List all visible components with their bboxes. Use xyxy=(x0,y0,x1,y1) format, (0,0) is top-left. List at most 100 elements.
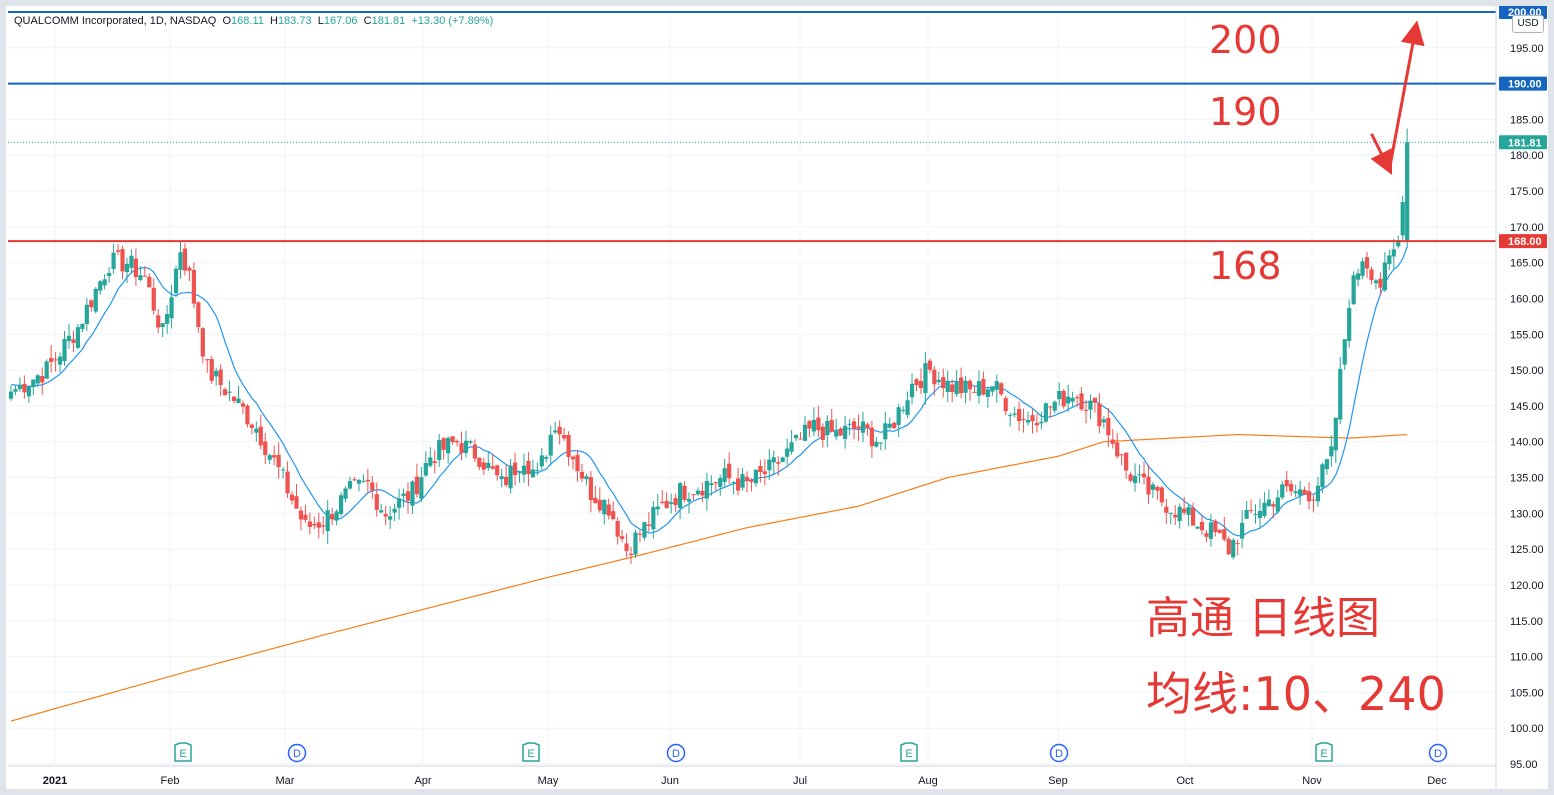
candle[interactable] xyxy=(178,240,183,279)
candle[interactable] xyxy=(1311,494,1316,513)
candle[interactable] xyxy=(602,499,607,525)
candle[interactable] xyxy=(883,411,888,450)
candle[interactable] xyxy=(700,482,705,503)
candle[interactable] xyxy=(499,468,504,488)
candle[interactable] xyxy=(196,301,201,333)
candle[interactable] xyxy=(35,374,40,388)
candle[interactable] xyxy=(401,488,406,508)
candle[interactable] xyxy=(1289,480,1294,496)
candle[interactable] xyxy=(156,308,161,334)
candle[interactable] xyxy=(1262,492,1267,519)
candle[interactable] xyxy=(673,493,678,512)
candle[interactable] xyxy=(1271,501,1276,519)
candle[interactable] xyxy=(1387,249,1392,270)
candle[interactable] xyxy=(477,457,482,470)
candle[interactable] xyxy=(459,431,464,461)
candle[interactable] xyxy=(321,516,326,535)
candle[interactable] xyxy=(298,506,304,531)
candle[interactable] xyxy=(1257,498,1263,530)
candle[interactable] xyxy=(1092,397,1098,413)
candle[interactable] xyxy=(1074,394,1080,407)
candle[interactable] xyxy=(753,469,759,487)
candle[interactable] xyxy=(405,482,411,514)
candle[interactable] xyxy=(892,421,897,429)
dividend-marker[interactable]: D xyxy=(287,743,307,763)
candle[interactable] xyxy=(80,323,85,333)
candle[interactable] xyxy=(744,471,750,493)
candle[interactable] xyxy=(419,467,424,503)
candle[interactable] xyxy=(89,299,94,312)
candle[interactable] xyxy=(771,450,776,476)
candle[interactable] xyxy=(1293,484,1298,498)
candle[interactable] xyxy=(495,464,500,481)
candle[interactable] xyxy=(209,355,214,384)
candle[interactable] xyxy=(562,427,567,441)
candle[interactable] xyxy=(115,244,121,256)
candle[interactable] xyxy=(347,476,353,490)
candle[interactable] xyxy=(133,248,138,286)
candle[interactable] xyxy=(151,278,156,315)
candle[interactable] xyxy=(1150,482,1156,499)
candle[interactable] xyxy=(352,476,357,482)
candle[interactable] xyxy=(84,297,89,331)
candle[interactable] xyxy=(169,284,174,329)
candle[interactable] xyxy=(17,377,23,392)
candle[interactable] xyxy=(508,459,513,494)
candle[interactable] xyxy=(1213,519,1218,537)
candle[interactable] xyxy=(709,475,714,496)
candle[interactable] xyxy=(1048,405,1053,419)
candle[interactable] xyxy=(530,459,535,478)
candle[interactable] xyxy=(735,467,741,496)
candle[interactable] xyxy=(972,385,977,393)
candle[interactable] xyxy=(1182,496,1187,516)
candle[interactable] xyxy=(1248,499,1254,514)
candle[interactable] xyxy=(593,485,598,504)
candle[interactable] xyxy=(129,249,134,274)
candle[interactable] xyxy=(187,265,192,281)
candle[interactable] xyxy=(1338,356,1343,425)
candle[interactable] xyxy=(468,439,473,445)
candle[interactable] xyxy=(124,258,130,284)
candle[interactable] xyxy=(704,472,709,511)
candle[interactable] xyxy=(575,449,580,482)
candle[interactable] xyxy=(365,468,370,494)
candle[interactable] xyxy=(53,352,58,372)
candle[interactable] xyxy=(807,420,812,438)
candle[interactable] xyxy=(646,512,651,532)
candle[interactable] xyxy=(1351,271,1356,305)
candle[interactable] xyxy=(1342,339,1347,370)
candle[interactable] xyxy=(289,491,295,505)
candle[interactable] xyxy=(396,488,402,520)
candle[interactable] xyxy=(981,371,986,396)
candle[interactable] xyxy=(517,471,522,483)
time-axis[interactable]: 2021 Feb Mar Apr May Jun Jul Aug Sep Oct Nov Dec xyxy=(8,765,1496,787)
candle[interactable] xyxy=(923,352,928,405)
candle[interactable] xyxy=(611,501,616,521)
candle[interactable] xyxy=(851,417,857,440)
candle[interactable] xyxy=(142,265,147,277)
candle[interactable] xyxy=(945,370,950,403)
candle[interactable] xyxy=(40,367,45,395)
currency-button[interactable]: USD xyxy=(1512,15,1544,33)
candle[interactable] xyxy=(285,461,290,498)
candle[interactable] xyxy=(785,438,790,465)
candle[interactable] xyxy=(959,367,964,399)
candle[interactable] xyxy=(526,452,531,487)
candle[interactable] xyxy=(173,265,179,298)
candle[interactable] xyxy=(695,487,701,497)
candle[interactable] xyxy=(1039,411,1044,430)
candle[interactable] xyxy=(1003,395,1008,416)
candle[interactable] xyxy=(338,492,344,517)
candle[interactable] xyxy=(8,385,14,401)
candle[interactable] xyxy=(71,330,76,353)
candle[interactable] xyxy=(1391,238,1396,270)
candle[interactable] xyxy=(44,359,49,379)
candle[interactable] xyxy=(976,370,982,404)
candle[interactable] xyxy=(227,380,232,402)
candle[interactable] xyxy=(843,416,848,449)
candle[interactable] xyxy=(343,486,348,503)
candle[interactable] xyxy=(1195,526,1200,530)
candle[interactable] xyxy=(762,459,767,486)
candle[interactable] xyxy=(1253,504,1258,524)
